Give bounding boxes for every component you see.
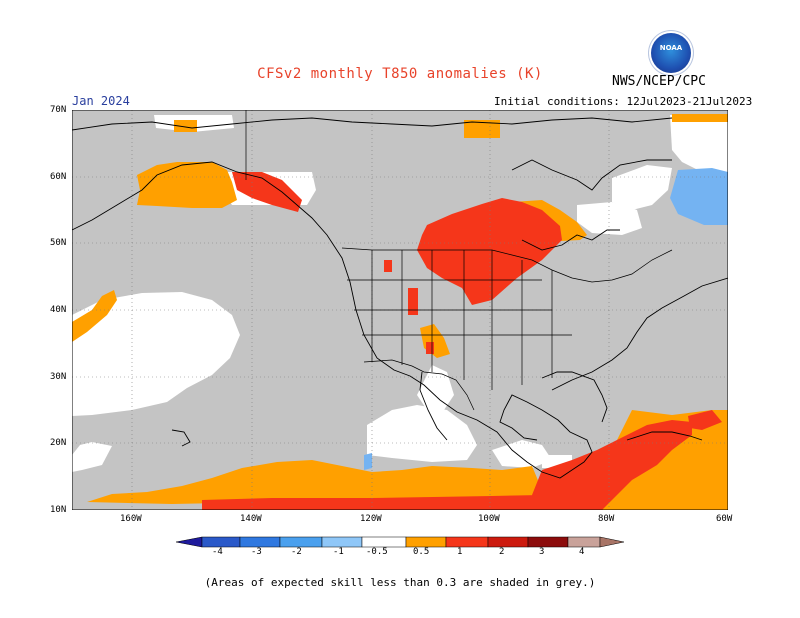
positive-anomaly-montana: [384, 260, 392, 272]
initial-conditions: Initial conditions: 12Jul2023-21Jul2023: [494, 95, 753, 108]
lon-label: 60W: [716, 514, 733, 524]
forecast-month: Jan 2024: [72, 94, 130, 108]
colorbar-segment: [361, 536, 407, 548]
colorbar: [175, 536, 625, 548]
neutral-area-pacific-south: [72, 442, 112, 472]
anomaly-map: [72, 110, 728, 510]
coastlines: [72, 117, 728, 479]
positive-anomaly-tropical-band: [87, 460, 542, 504]
neutral-area-baja: [367, 405, 477, 462]
lat-label: 50N: [50, 238, 67, 248]
colorbar-segment: [527, 536, 569, 548]
colorbar-tick: -2: [291, 547, 302, 557]
colorbar-tick: 2: [499, 547, 505, 557]
colorbar-tick: -4: [212, 547, 223, 557]
colorbar-tick: 0.5: [413, 547, 430, 557]
colorbar-tick: 3: [539, 547, 545, 557]
lat-label: 20N: [50, 438, 67, 448]
skill-note: (Areas of expected skill less than 0.3 a…: [204, 576, 596, 589]
colorbar-segment: [279, 536, 323, 548]
negative-anomaly-mexico: [364, 453, 372, 470]
lat-label: 70N: [50, 105, 67, 115]
colorbar-segment: [405, 536, 447, 548]
colorbar-tick: -1: [333, 547, 344, 557]
positive-anomaly-caribbean: [532, 420, 692, 510]
positive-anomaly-four-corners: [426, 342, 434, 354]
colorbar-segment: [201, 536, 241, 548]
positive-anomaly-alaska: [137, 162, 237, 208]
positive-anomaly-alaska-gulf: [232, 172, 302, 212]
lon-label: 160W: [120, 514, 142, 524]
positive-anomaly-arctic: [464, 120, 500, 138]
lon-label: 80W: [598, 514, 615, 524]
colorbar-tick: -0.5: [366, 547, 388, 557]
positive-anomaly-arctic-west: [174, 120, 197, 132]
lat-label: 30N: [50, 372, 67, 382]
neutral-area-newfoundland: [577, 202, 642, 235]
chart-title: CFSv2 monthly T850 anomalies (K): [257, 66, 543, 82]
neutral-area-pacific: [72, 292, 240, 416]
positive-anomaly-utah: [408, 288, 418, 315]
lat-label: 60N: [50, 172, 67, 182]
colorbar-segment: [487, 536, 529, 548]
political-boundaries: [245, 110, 673, 411]
colorbar-tick: -3: [251, 547, 262, 557]
colorbar-segment: [567, 536, 601, 548]
positive-anomaly-greenland: [672, 114, 728, 122]
noaa-logo-icon: [651, 33, 691, 73]
lon-label: 120W: [360, 514, 382, 524]
negative-anomaly-labrador: [670, 168, 728, 225]
positive-anomaly-pacific-edge: [72, 290, 117, 342]
agency-label: NWS/NCEP/CPC: [612, 74, 706, 89]
colorbar-tick: 4: [579, 547, 585, 557]
colorbar-segment-lowest: [175, 536, 203, 548]
lon-label: 100W: [478, 514, 500, 524]
noaa-logo-text: NOAA: [659, 44, 683, 52]
colorbar-tick: 1: [457, 547, 463, 557]
lat-label: 10N: [50, 505, 67, 515]
colorbar-segment: [239, 536, 281, 548]
neutral-area-mexico-west: [417, 365, 454, 410]
colorbar-segment-highest: [599, 536, 625, 548]
positive-anomaly-canada-prairies: [417, 198, 562, 305]
neutral-area-labrador: [612, 165, 672, 210]
lat-label: 40N: [50, 305, 67, 315]
neutral-area-greenland: [670, 115, 728, 175]
neutral-area-gulf: [492, 440, 552, 468]
positive-anomaly-caribbean-east: [688, 410, 722, 430]
colorbar-segment: [321, 536, 363, 548]
colorbar-segment: [445, 536, 489, 548]
lon-label: 140W: [240, 514, 262, 524]
